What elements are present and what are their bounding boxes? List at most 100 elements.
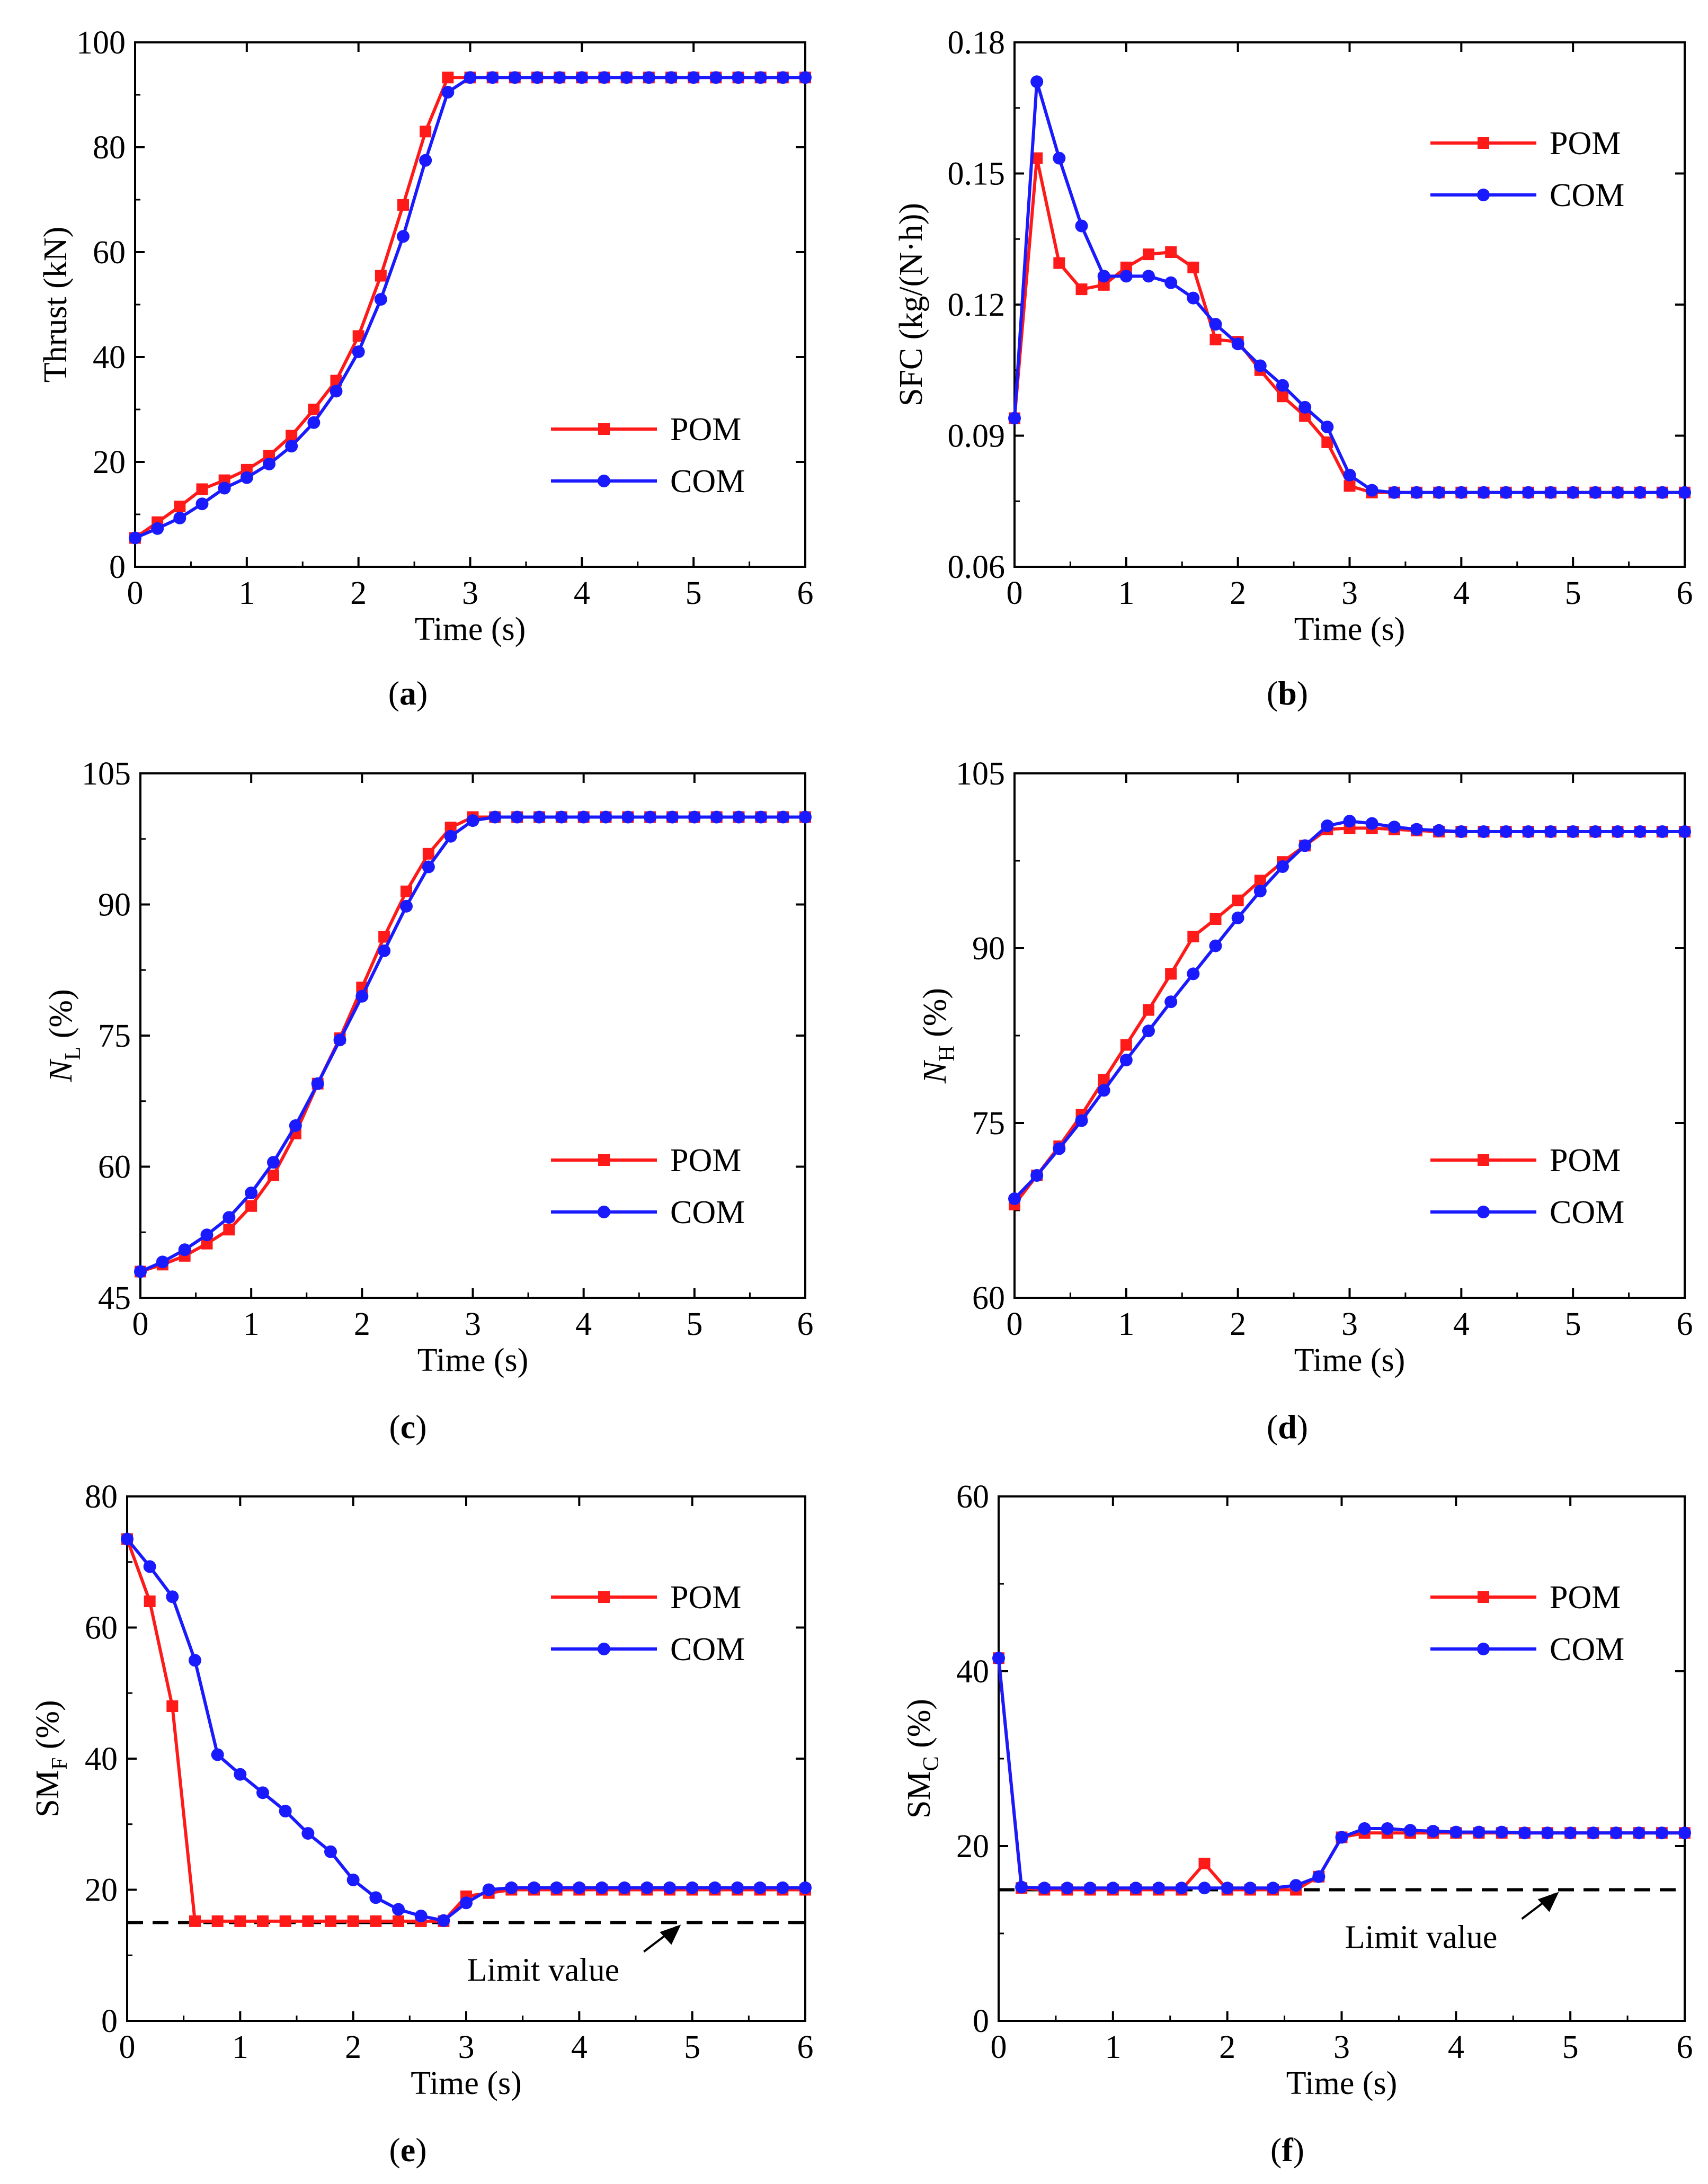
y-tick-label: 0 (109, 549, 126, 585)
y-tick-label: 90 (98, 887, 131, 923)
y-tick-label: 40 (956, 1654, 989, 1690)
y-tick-label: 60 (85, 1610, 118, 1646)
legend-label-pom: POM (670, 1143, 741, 1179)
y-tick-label: 0 (973, 2003, 989, 2039)
x-tick-label: 6 (1677, 2029, 1693, 2065)
data-point-com (1633, 825, 1647, 838)
data-point-com (1164, 276, 1178, 289)
data-point-com (618, 1881, 631, 1894)
y-tick-label: 75 (972, 1106, 1005, 1142)
data-point-com (663, 1881, 676, 1894)
legend-marker-com (598, 475, 610, 487)
legend-marker-pom (1478, 1154, 1489, 1166)
x-axis-title: Time (s) (411, 2065, 522, 2101)
data-point-pom (1232, 894, 1244, 906)
x-axis-title: Time (s) (1286, 2065, 1398, 2101)
data-point-pom (352, 330, 364, 342)
data-point-com (1276, 860, 1289, 873)
x-tick-label: 6 (797, 1306, 814, 1342)
legend: POM COM (551, 412, 745, 500)
data-point-pom (401, 885, 412, 897)
data-point-com (1083, 1882, 1097, 1895)
x-tick-label: 3 (458, 2029, 475, 2065)
data-point-com (482, 1883, 495, 1896)
data-point-com (642, 71, 655, 84)
data-point-com (301, 1827, 315, 1840)
y-tick-label: 0.06 (948, 549, 1006, 585)
data-point-com (1343, 468, 1356, 482)
data-point-pom (279, 1915, 291, 1927)
data-point-com (1164, 995, 1178, 1009)
data-point-com (1343, 815, 1356, 828)
data-point-com (1175, 1882, 1188, 1895)
x-tick-label: 0 (1007, 575, 1023, 611)
x-tick-label: 1 (243, 1306, 260, 1342)
panel-letter: d (1278, 1408, 1297, 1446)
data-point-com (553, 71, 566, 84)
data-point-com (1015, 1880, 1028, 1894)
data-point-com (644, 810, 657, 824)
data-point-com (1404, 1824, 1417, 1837)
data-point-com (311, 1077, 324, 1090)
data-point-com (533, 810, 546, 824)
data-point-pom (1209, 913, 1222, 925)
data-point-com (330, 385, 343, 398)
data-point-pom (245, 1200, 257, 1212)
data-point-com (488, 810, 502, 824)
x-tick-label: 3 (465, 1306, 481, 1342)
data-point-com (422, 860, 435, 873)
data-point-com (444, 830, 457, 843)
data-point-com (267, 1156, 280, 1169)
data-point-com (1030, 75, 1044, 88)
data-point-com (1142, 270, 1155, 283)
y-axis-title-subscript: H (935, 1045, 959, 1061)
x-tick-label: 5 (686, 1306, 702, 1342)
data-point-com (234, 1768, 247, 1781)
x-tick-label: 4 (575, 1306, 592, 1342)
data-point-com (1633, 486, 1647, 499)
limit-arrow-head (1537, 1892, 1559, 1912)
legend-marker-pom (598, 1591, 610, 1603)
data-point-pom (1165, 246, 1177, 258)
legend-label-pom: POM (1550, 1143, 1621, 1179)
data-point-pom (308, 404, 320, 415)
panel-label: (a) (388, 674, 428, 712)
data-point-com (710, 810, 723, 824)
data-point-pom (268, 1170, 279, 1181)
data-point-com (1075, 219, 1088, 233)
series-com (992, 1652, 1691, 1895)
data-point-com (1678, 825, 1691, 838)
y-axis-title: NL (%) (43, 989, 85, 1082)
data-point-pom (144, 1595, 156, 1607)
panel-letter: b (1278, 674, 1297, 712)
data-point-pom (1120, 261, 1132, 273)
y-axis-title-subscript: C (919, 1756, 944, 1771)
data-point-pom (1254, 875, 1266, 887)
series-line-pom (997, 1658, 1685, 1892)
data-point-com (1231, 337, 1244, 351)
y-tick-label: 0.15 (948, 156, 1006, 192)
y-axis-title-unit: (%) (43, 989, 79, 1046)
data-point-pom (347, 1915, 359, 1927)
data-point-pom (166, 1700, 179, 1712)
legend: POM COM (551, 1580, 745, 1668)
data-point-com (346, 1873, 360, 1886)
data-point-com (355, 990, 369, 1003)
data-point-pom (397, 199, 409, 211)
data-point-pom (422, 848, 434, 860)
data-point-com (776, 1881, 789, 1894)
y-axis-title: SFC (kg/(N·h)) (893, 203, 929, 406)
data-point-com (1209, 939, 1222, 952)
x-tick-label: 4 (574, 575, 590, 611)
data-point-com (1119, 270, 1133, 283)
x-tick-label: 5 (686, 575, 702, 611)
legend-label-com: COM (1550, 1194, 1624, 1231)
data-point-com (1008, 412, 1021, 425)
panel-letter: c (401, 1408, 415, 1446)
legend: POM COM (1430, 126, 1624, 213)
data-point-com (333, 1033, 346, 1047)
y-axis-title-main: N (43, 1058, 79, 1083)
data-point-com (1030, 1169, 1044, 1182)
